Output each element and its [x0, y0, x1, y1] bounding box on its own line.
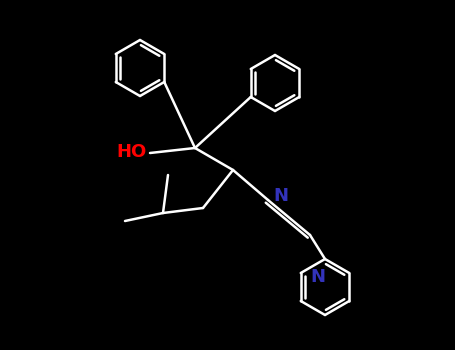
Text: N: N — [273, 187, 288, 205]
Text: HO: HO — [117, 143, 147, 161]
Text: N: N — [311, 268, 326, 286]
